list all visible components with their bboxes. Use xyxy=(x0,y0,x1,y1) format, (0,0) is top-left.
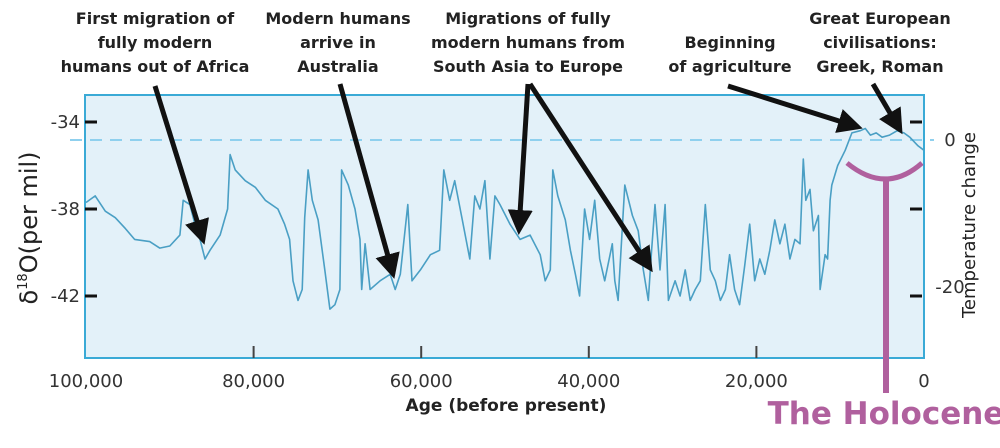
annotation-line: Greek, Roman xyxy=(816,57,943,76)
arrow-africa xyxy=(152,85,209,245)
y-label-delta: δ xyxy=(15,290,43,305)
y-tick-label: -38 xyxy=(51,199,80,220)
annotation-line: of agriculture xyxy=(668,57,791,76)
annotation-line: Modern humans xyxy=(265,9,410,28)
annotation-line: First migration of xyxy=(76,9,235,28)
annotation-line: fully modern xyxy=(98,33,213,52)
arrow-agriculture xyxy=(727,83,863,133)
axis-ticks: 100,000 80,000 60,000 40,000 20,000 0 -34 -38 -4… xyxy=(49,112,965,392)
annotation-line: Australia xyxy=(297,57,378,76)
arrow-australia xyxy=(337,83,400,279)
holocene-label: The Holocene xyxy=(768,396,1000,432)
annotation-line: Migrations of fully xyxy=(445,9,611,28)
series-line-d18o xyxy=(85,127,925,310)
annotation-line: humans out of Africa xyxy=(61,57,250,76)
x-tick-label: 0 xyxy=(918,371,929,392)
x-tick-label: 40,000 xyxy=(557,371,620,392)
x-tick-label: 20,000 xyxy=(725,371,788,392)
annotation-line: arrive in xyxy=(300,33,376,52)
annotation-line: Beginning xyxy=(684,33,775,52)
y-axis-label: δ18O(per mil) xyxy=(15,151,43,304)
holocene-bracket xyxy=(845,161,924,182)
y2-tick-label: 0 xyxy=(944,130,955,151)
y2-axis-label: Temperature change xyxy=(959,132,980,319)
arrow-europe-2 xyxy=(527,82,653,273)
x-tick-label: 80,000 xyxy=(222,371,285,392)
annotation-civilisations: Great European civilisations: Greek, Rom… xyxy=(809,9,951,76)
annotation-agriculture: Beginning of agriculture xyxy=(668,33,791,76)
x-tick-label: 100,000 xyxy=(49,371,123,392)
y2-tick-label: -20 xyxy=(935,277,964,298)
annotation-line: civilisations: xyxy=(823,33,937,52)
arrow-civilisations xyxy=(870,82,903,135)
annotation-line: Great European xyxy=(809,9,951,28)
annotation-australia: Modern humans arrive in Australia xyxy=(265,9,410,76)
annotation-line: South Asia to Europe xyxy=(433,57,623,76)
arrow-europe-1 xyxy=(507,83,533,235)
y-label-sup: 18 xyxy=(16,273,31,290)
x-tick-label: 60,000 xyxy=(390,371,453,392)
plot-area xyxy=(84,94,925,359)
annotation-africa: First migration of fully modern humans o… xyxy=(61,9,250,76)
x-axis-label: Age (before present) xyxy=(406,396,607,416)
y-tick-label: -42 xyxy=(51,286,80,307)
y-label-rest: O(per mil) xyxy=(15,151,43,273)
annotation-europe-migration: Migrations of fully modern humans from S… xyxy=(431,9,625,76)
y-tick-label: -34 xyxy=(51,112,80,133)
annotation-line: modern humans from xyxy=(431,33,625,52)
